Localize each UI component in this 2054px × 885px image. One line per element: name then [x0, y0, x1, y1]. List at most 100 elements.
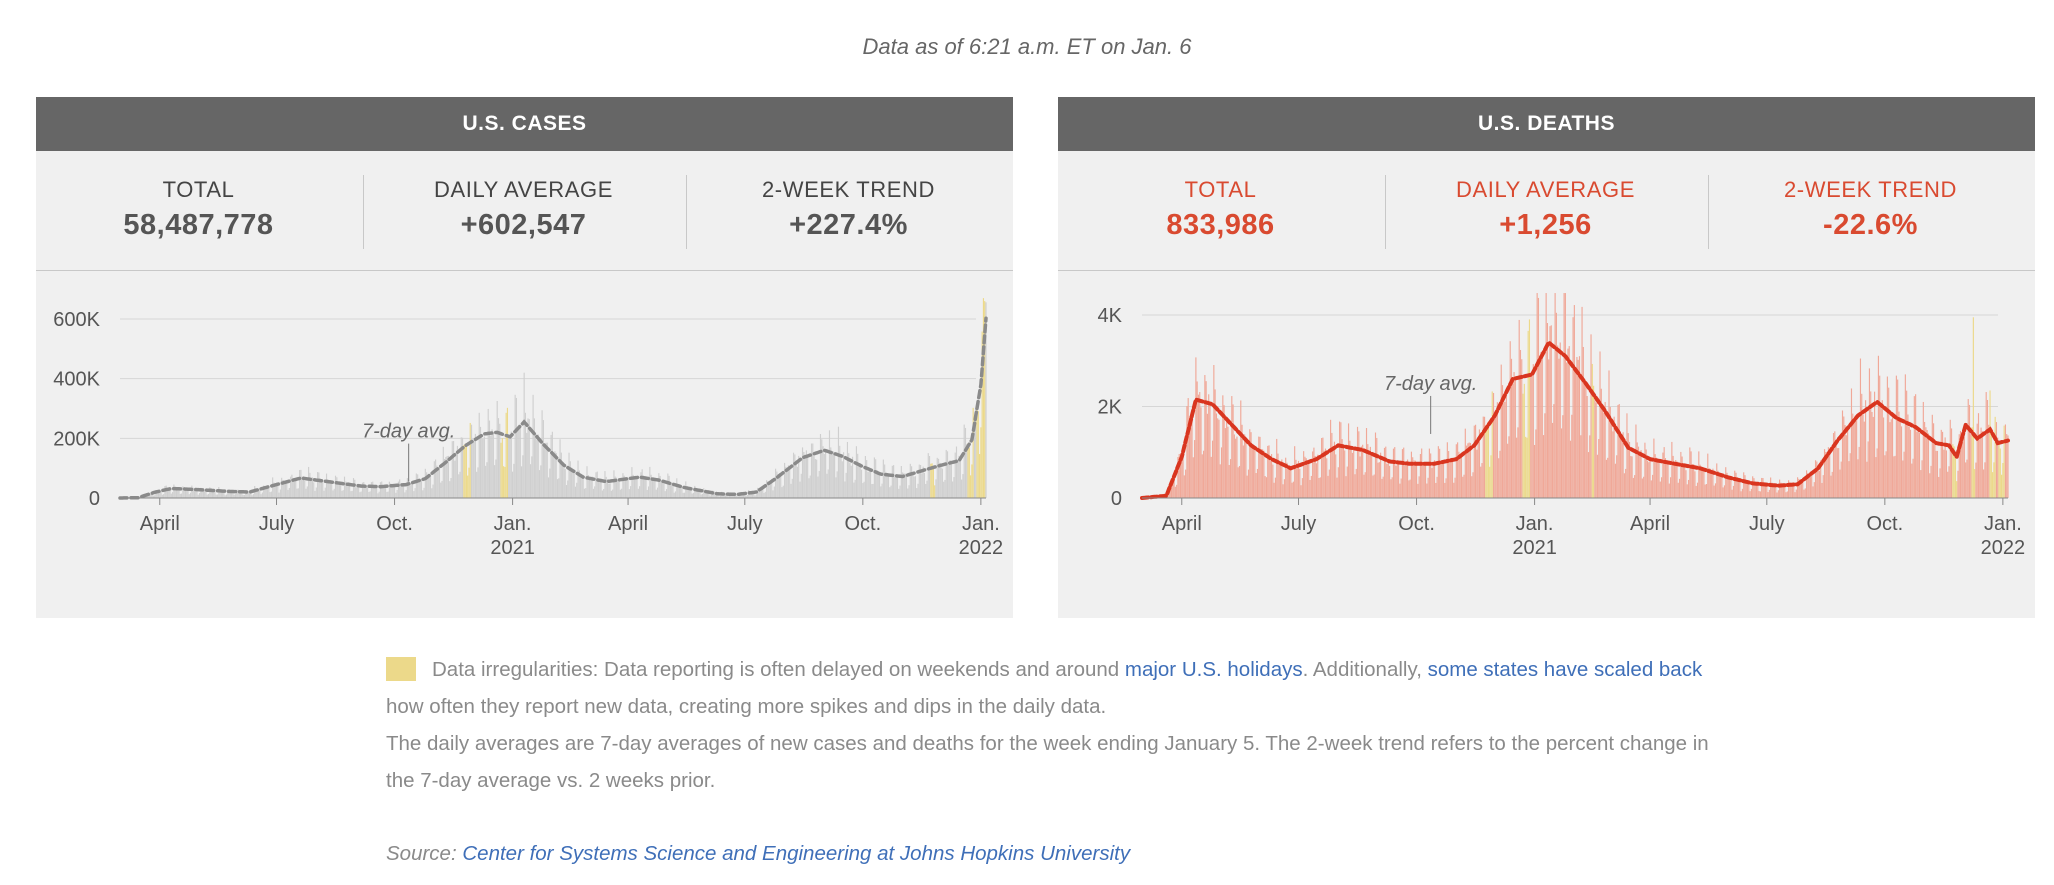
daily-bar: [1541, 358, 1543, 498]
daily-bar: [819, 434, 822, 498]
daily-bar: [432, 484, 434, 498]
daily-bar: [1586, 395, 1588, 498]
daily-bar: [274, 483, 276, 498]
daily-bar: [1299, 468, 1301, 498]
daily-bar: [1821, 482, 1823, 498]
daily-bar: [367, 487, 369, 498]
daily-bar: [1748, 481, 1750, 498]
daily-bar: [1268, 445, 1270, 498]
daily-bar: [767, 481, 769, 498]
daily-bar: [1971, 427, 1973, 498]
daily-bar: [455, 452, 457, 498]
daily-bar: [1590, 334, 1592, 498]
daily-bar: [1735, 472, 1737, 498]
states-scaled-back-link[interactable]: some states have scaled back: [1427, 658, 1703, 681]
daily-bar: [1736, 477, 1738, 498]
daily-bar: [196, 490, 198, 498]
daily-bar: [836, 471, 838, 498]
daily-bar: [931, 463, 933, 498]
daily-bar: [1730, 480, 1732, 498]
deaths-total-value: 833,986: [1166, 209, 1275, 241]
daily-bar: [827, 469, 829, 498]
daily-bar: [1305, 458, 1307, 498]
daily-bar: [464, 443, 466, 498]
daily-bar: [689, 487, 691, 498]
daily-bar: [664, 491, 666, 498]
daily-bar: [541, 410, 543, 498]
daily-bars: [120, 298, 987, 498]
daily-bar: [1657, 459, 1659, 498]
daily-bar: [586, 466, 588, 498]
daily-bar: [1963, 437, 1965, 498]
daily-bar: [591, 476, 593, 498]
x-tick-label: July: [1281, 513, 1317, 535]
daily-bar: [499, 423, 501, 498]
daily-bar: [1432, 463, 1434, 498]
daily-bar: [281, 477, 283, 498]
daily-bar: [458, 474, 460, 498]
daily-bar: [1906, 390, 1908, 498]
daily-bar: [936, 457, 938, 498]
daily-bar: [1966, 459, 1968, 498]
daily-bar: [299, 470, 301, 498]
daily-bar: [526, 432, 528, 498]
daily-bar: [1449, 458, 1451, 498]
daily-bar: [275, 482, 278, 498]
daily-bar: [640, 472, 642, 498]
x-tick-label: Oct.: [376, 513, 413, 535]
daily-bar: [953, 477, 955, 498]
daily-bar: [973, 417, 976, 498]
daily-bar: [1589, 435, 1591, 498]
daily-bar: [692, 492, 695, 498]
daily-bar: [1897, 379, 1899, 498]
daily-bar: [1805, 470, 1808, 498]
daily-bar: [872, 483, 874, 498]
daily-bar: [560, 452, 562, 498]
daily-bar: [1396, 462, 1398, 498]
daily-bar: [178, 489, 180, 498]
daily-bar: [578, 470, 580, 498]
daily-bar: [1235, 438, 1237, 498]
daily-bar: [839, 445, 841, 498]
daily-bar: [718, 496, 720, 498]
daily-bar: [771, 478, 773, 498]
daily-bar: [1628, 441, 1631, 498]
daily-bar: [1916, 431, 1918, 498]
daily-bar: [668, 475, 670, 498]
daily-bar: [596, 471, 598, 498]
daily-bar: [968, 447, 970, 498]
daily-bar: [1618, 404, 1620, 498]
daily-bar: [1616, 455, 1618, 498]
daily-bar: [854, 479, 856, 498]
daily-bar: [295, 477, 297, 498]
daily-bar: [505, 412, 507, 498]
holidays-link[interactable]: major U.S. holidays: [1124, 658, 1303, 681]
daily-bar: [962, 474, 964, 498]
daily-bar: [619, 489, 621, 498]
daily-bar: [354, 479, 356, 498]
daily-bar: [1368, 454, 1370, 498]
daily-bar: [517, 429, 519, 498]
daily-bar: [676, 478, 678, 498]
daily-bar: [165, 485, 167, 498]
daily-bar: [1385, 446, 1387, 498]
source-link[interactable]: Center for Systems Science and Engineeri…: [462, 842, 1131, 865]
daily-bar: [1931, 414, 1933, 498]
daily-bar: [763, 492, 765, 498]
daily-bar: [486, 462, 488, 498]
daily-bar: [610, 490, 612, 498]
daily-bar: [417, 474, 419, 498]
daily-bar: [296, 488, 298, 498]
daily-bar: [700, 494, 702, 498]
daily-bar: [594, 486, 596, 498]
daily-bar: [1566, 362, 1568, 498]
daily-bar: [1181, 454, 1183, 498]
daily-bar: [1477, 438, 1479, 498]
daily-bar: [1720, 474, 1722, 498]
daily-bar: [1974, 469, 1976, 498]
daily-bar: [1382, 476, 1384, 498]
daily-bar: [2004, 424, 2007, 498]
daily-bar: [1291, 482, 1293, 498]
daily-bar: [1945, 450, 1947, 498]
daily-bar: [577, 460, 579, 498]
